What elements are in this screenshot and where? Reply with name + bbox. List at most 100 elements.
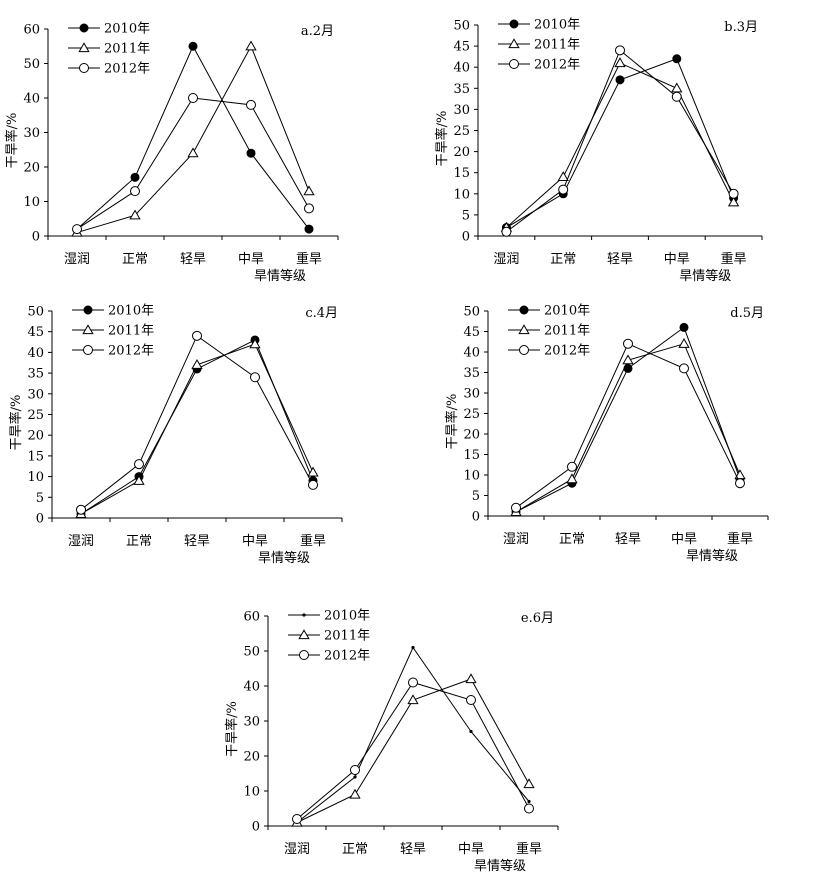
x-tick-label: 湿润 <box>493 252 519 267</box>
legend-marker <box>79 63 89 73</box>
legend-label: 2012年 <box>544 344 590 359</box>
y-tick-label: 50 <box>243 645 260 660</box>
y-axis-label: 干旱率/% <box>434 111 450 167</box>
panel-title: c.4月 <box>305 306 338 321</box>
data-point <box>353 775 357 779</box>
legend-label: 2011年 <box>104 42 150 57</box>
y-tick-label: 35 <box>463 366 480 381</box>
panel-title: b.3月 <box>724 20 758 35</box>
x-axis-label: 旱情等级 <box>679 268 731 284</box>
panel-title: a.2月 <box>301 24 334 39</box>
y-axis-label: 干旱率/% <box>4 113 20 169</box>
data-point <box>671 91 682 102</box>
y-tick-label: 5 <box>462 208 470 223</box>
legend-marker <box>78 42 90 53</box>
y-tick-label: 35 <box>453 82 470 97</box>
y-tick-label: 10 <box>27 470 44 485</box>
legend-label: 2011年 <box>324 629 370 644</box>
x-axis-label: 旱情等级 <box>258 550 310 566</box>
legend-marker <box>302 613 306 617</box>
x-axis-label: 旱情等级 <box>686 548 738 564</box>
x-tick-label: 轻旱 <box>180 252 206 267</box>
legend-label: 2012年 <box>534 58 580 73</box>
data-point <box>249 338 261 349</box>
x-tick-label: 重旱 <box>516 841 542 857</box>
y-tick-label: 50 <box>453 19 470 34</box>
x-axis-label: 旱情等级 <box>474 858 526 874</box>
panel-title: d.5月 <box>730 306 764 321</box>
legend-marker <box>519 345 529 355</box>
y-tick-label: 45 <box>453 40 470 55</box>
legend-marker <box>518 324 530 335</box>
legend-marker <box>82 324 94 335</box>
x-tick-label: 中旱 <box>458 842 484 857</box>
data-point <box>408 677 418 688</box>
legend-label: 2010年 <box>324 609 370 624</box>
y-tick-label: 0 <box>32 230 40 245</box>
legend-marker <box>83 345 93 355</box>
legend-marker <box>509 19 519 29</box>
legend-label: 2010年 <box>108 304 154 319</box>
x-tick-label: 湿润 <box>64 252 90 267</box>
y-tick-label: 0 <box>36 512 44 527</box>
data-point <box>735 478 745 489</box>
y-tick-label: 10 <box>243 785 260 800</box>
y-tick-label: 40 <box>243 680 260 695</box>
data-point <box>727 196 740 207</box>
data-point <box>524 803 534 814</box>
x-tick-label: 轻旱 <box>400 842 426 857</box>
y-tick-label: 20 <box>23 161 40 176</box>
legend-label: 2012年 <box>104 62 150 77</box>
data-point <box>134 459 144 470</box>
y-tick-label: 30 <box>453 103 470 118</box>
data-point <box>350 765 360 775</box>
y-tick-label: 40 <box>27 346 44 361</box>
y-tick-label: 20 <box>463 428 480 443</box>
x-tick-label: 轻旱 <box>607 252 633 267</box>
y-axis-label: 干旱率/% <box>444 394 460 450</box>
legend-marker <box>79 23 89 33</box>
data-point <box>523 778 535 789</box>
data-point <box>615 45 625 56</box>
data-point <box>245 40 257 51</box>
x-axis-label: 旱情等级 <box>254 268 306 284</box>
data-point <box>678 337 690 348</box>
y-axis-label: 干旱率/% <box>224 701 240 757</box>
y-tick-label: 25 <box>463 407 480 422</box>
data-point <box>527 799 531 804</box>
legend-label: 2010年 <box>534 18 580 33</box>
data-point <box>72 224 82 235</box>
data-point <box>672 54 682 64</box>
legend-label: 2011年 <box>534 38 580 53</box>
data-point <box>304 203 314 214</box>
x-tick-label: 轻旱 <box>184 534 210 549</box>
x-tick-label: 中旱 <box>671 532 697 547</box>
data-point <box>466 695 476 705</box>
series-line-3 <box>76 97 310 230</box>
x-tick-label: 正常 <box>550 252 576 267</box>
data-point <box>188 93 198 103</box>
data-point <box>308 479 318 490</box>
data-point <box>623 338 633 349</box>
x-tick-label: 重旱 <box>727 531 753 547</box>
y-tick-label: 40 <box>463 346 480 361</box>
y-tick-label: 20 <box>243 750 260 765</box>
x-tick-label: 中旱 <box>664 252 690 267</box>
data-point <box>558 184 569 195</box>
legend-label: 2011年 <box>108 324 154 339</box>
legend-marker <box>519 305 529 315</box>
data-point <box>567 461 577 472</box>
data-point <box>187 147 199 158</box>
y-tick-label: 50 <box>463 305 480 320</box>
y-tick-label: 10 <box>463 469 480 484</box>
series-line-2 <box>506 62 735 228</box>
y-tick-label: 20 <box>27 429 44 444</box>
legend-marker <box>299 650 309 660</box>
data-point <box>292 814 302 824</box>
x-tick-label: 中旱 <box>238 252 264 267</box>
data-point <box>469 729 473 734</box>
y-tick-label: 0 <box>462 230 470 245</box>
